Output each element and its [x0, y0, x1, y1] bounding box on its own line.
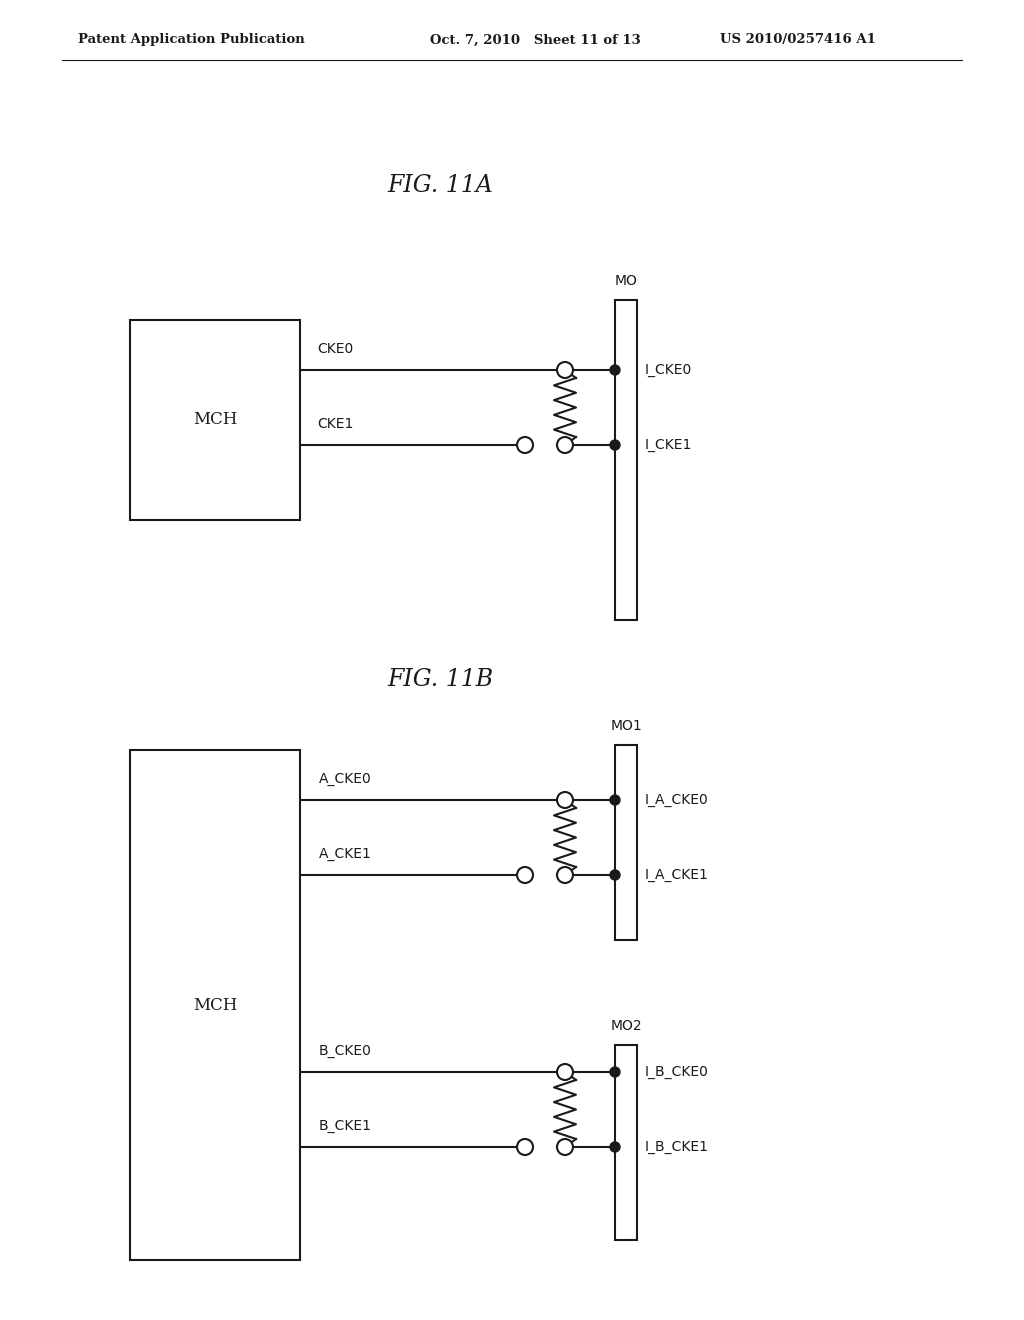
Circle shape	[610, 870, 620, 880]
Circle shape	[557, 792, 573, 808]
Text: I_A_CKE0: I_A_CKE0	[645, 793, 709, 807]
Text: Patent Application Publication: Patent Application Publication	[78, 33, 305, 46]
Text: Oct. 7, 2010   Sheet 11 of 13: Oct. 7, 2010 Sheet 11 of 13	[430, 33, 641, 46]
Circle shape	[557, 362, 573, 378]
Text: MO: MO	[614, 275, 637, 288]
Text: MCH: MCH	[193, 412, 238, 429]
Text: A_CKE1: A_CKE1	[318, 847, 372, 861]
Text: B_CKE0: B_CKE0	[318, 1044, 372, 1059]
Circle shape	[610, 795, 620, 805]
Circle shape	[610, 1142, 620, 1152]
Circle shape	[557, 867, 573, 883]
Polygon shape	[615, 744, 637, 940]
Circle shape	[610, 440, 620, 450]
Text: B_CKE1: B_CKE1	[318, 1119, 372, 1133]
Text: CKE0: CKE0	[316, 342, 353, 356]
Text: MO2: MO2	[610, 1019, 642, 1034]
Text: A_CKE0: A_CKE0	[318, 772, 372, 785]
Text: I_CKE0: I_CKE0	[645, 363, 692, 378]
Circle shape	[557, 1139, 573, 1155]
Circle shape	[610, 366, 620, 375]
Circle shape	[610, 1067, 620, 1077]
Polygon shape	[130, 319, 300, 520]
Text: FIG. 11B: FIG. 11B	[387, 668, 494, 692]
Text: CKE1: CKE1	[316, 417, 353, 432]
Text: I_CKE1: I_CKE1	[645, 438, 692, 451]
Text: MCH: MCH	[193, 997, 238, 1014]
Text: FIG. 11A: FIG. 11A	[387, 173, 493, 197]
Polygon shape	[615, 300, 637, 620]
Circle shape	[517, 1139, 534, 1155]
Circle shape	[517, 437, 534, 453]
Circle shape	[557, 437, 573, 453]
Circle shape	[557, 1064, 573, 1080]
Text: I_B_CKE1: I_B_CKE1	[645, 1140, 709, 1154]
Text: MO1: MO1	[610, 719, 642, 733]
Text: I_A_CKE1: I_A_CKE1	[645, 869, 709, 882]
Text: US 2010/0257416 A1: US 2010/0257416 A1	[720, 33, 876, 46]
Circle shape	[517, 867, 534, 883]
Polygon shape	[130, 750, 300, 1261]
Text: I_B_CKE0: I_B_CKE0	[645, 1065, 709, 1078]
Polygon shape	[615, 1045, 637, 1239]
